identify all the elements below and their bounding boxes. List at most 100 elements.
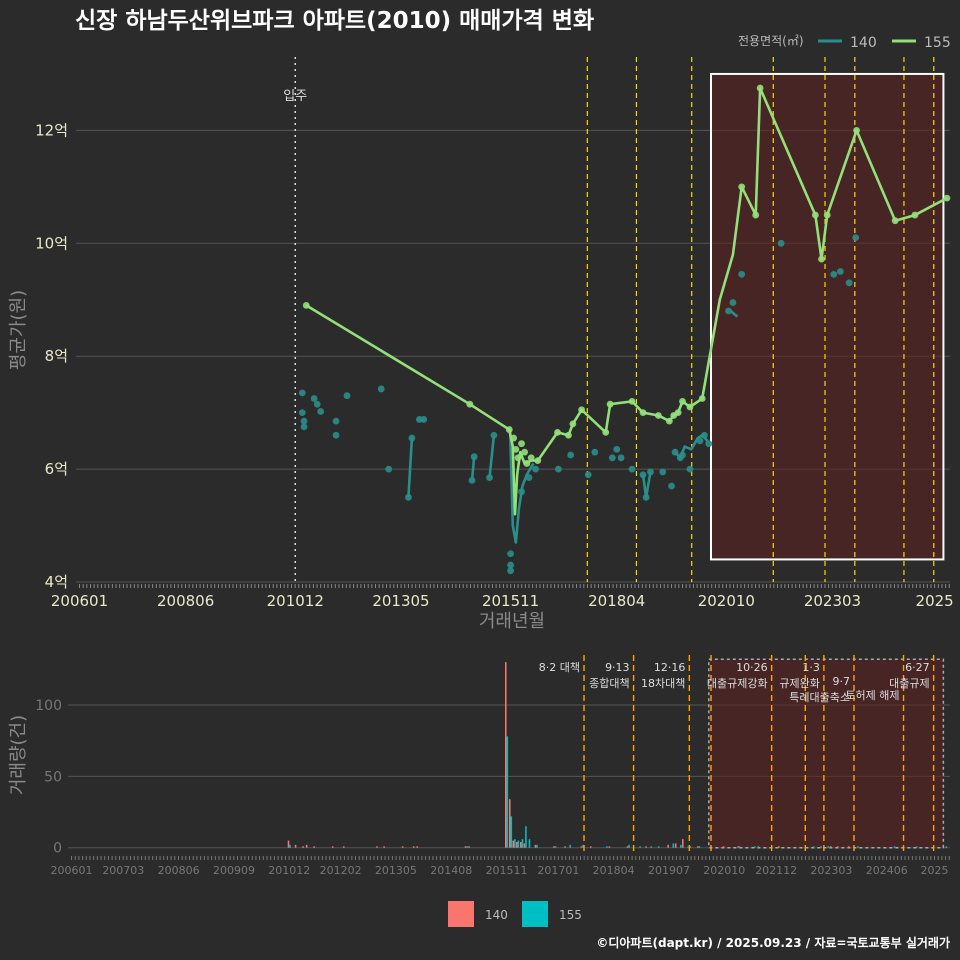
policy-annotation-label: 토허제 해제 [845,688,899,702]
series-point-140 [525,474,533,481]
series-point-155 [811,211,819,219]
series-point-140 [507,567,514,575]
bar-140 [523,843,526,848]
bar-140 [383,846,385,848]
policy-annotation-label: 9·13 [605,661,630,674]
bar-155 [672,843,675,848]
bar-140 [287,840,290,848]
bar-140 [294,844,297,848]
series-point-140 [420,416,428,423]
bottom-y-tick-label: 100 [35,698,62,714]
series-point-140 [468,476,476,484]
top-y-tick-label: 10억 [35,234,68,252]
series-point-140 [659,468,667,476]
series-point-140 [642,493,650,501]
series-point-155 [518,440,525,448]
bar-140 [305,844,308,848]
series-point-140 [405,493,412,501]
policy-annotation-label: 18차대책 [641,677,685,690]
bar-155 [893,846,896,848]
legend-title: 전용면적(㎡) [738,34,804,48]
series-point-140 [647,468,654,476]
series-line-140 [407,437,414,498]
series-point-140 [679,451,686,459]
legend-label-140: 140 [850,35,877,51]
bottom-x-tick-label: 202010 [703,864,745,877]
series-point-140 [671,448,679,456]
bar-155 [738,846,741,848]
series-point-140 [332,417,340,425]
series-point-140 [385,465,393,473]
series-point-140 [608,454,616,462]
series-point-140 [696,437,704,445]
series-point-140 [507,550,514,558]
series-point-140 [613,445,621,453]
bottom-axes: 200601 200703 200806 200909 201012 201202 2013… [51,856,950,877]
bottom-x-tick-label: 200909 [213,864,255,877]
bar-155 [628,844,630,848]
bar-155 [812,846,815,848]
bar-155 [569,844,571,848]
bar-140 [564,846,566,848]
top-x-tick-label: 201511 [482,592,539,610]
bar-140 [331,846,334,848]
bar-155 [521,839,524,848]
series-point-140 [298,389,306,397]
series-point-140 [408,434,416,442]
bottom-x-tick-label: 2025 [921,864,949,877]
series-point-155 [628,397,636,405]
series-point-155 [674,409,682,417]
top-axes: 200601 200806 201012 201305 201511 201804 2020… [51,584,954,610]
series-point-155 [639,409,647,417]
series-point-140 [310,395,318,402]
series-point-140 [313,400,321,408]
bar-140 [667,844,669,848]
bottom-x-tick-label: 201305 [375,864,417,877]
bar-140 [412,846,415,848]
bottom-x-tick-label: 201408 [430,864,472,877]
top-x-axis-label: 거래년월 [479,611,545,632]
bottom-legend: 140 155 [448,901,582,927]
bar-155 [580,846,583,848]
policy-annotations: 8·2 대책 9·13 종합대책 12·16 18차대책 10·26 대출규제강화 1·3 규제… [539,661,930,704]
bottom-x-tick-label: 201907 [648,864,690,877]
top-highlight-rect [709,72,945,561]
bar-140 [512,840,515,848]
series-point-155 [823,211,831,219]
series-point-155 [578,406,586,414]
policy-annotation-label: 특례대출축소 [789,691,850,704]
series-point-140 [738,270,746,278]
bar-140 [829,846,832,848]
policy-annotation-label: 9·7 [832,675,850,688]
bottom-x-tick-label: 200703 [102,864,144,877]
bar-155 [517,840,520,848]
bar-155 [536,844,538,848]
bar-140 [847,846,850,848]
policy-annotation-label: 12·16 [654,661,686,674]
top-highlight-region [709,72,945,561]
series-point-155 [569,420,577,428]
top-x-tick-label: 201804 [588,592,645,610]
series-point-155 [534,457,542,465]
series-line-140 [729,310,739,318]
series-point-155 [738,183,746,191]
series-point-140 [836,268,844,275]
series-point-140 [725,307,732,315]
bottom-x-tick-label: 202303 [810,864,852,877]
series-point-155 [510,434,518,442]
bar-155 [680,844,682,848]
series-point-155 [853,126,860,134]
series-point-140 [377,385,385,393]
bar-155 [757,846,760,848]
legend-bar-label-155: 155 [559,908,582,922]
bar-140 [778,846,780,848]
bar-155 [827,846,829,848]
bar-140 [401,846,404,848]
bar-155 [466,846,468,848]
series-line-140 [488,435,496,478]
series-point-140 [729,299,737,306]
series-point-140 [298,409,306,417]
top-y-axis-label: 평균가(원) [8,290,29,370]
series-point-155 [891,217,899,225]
